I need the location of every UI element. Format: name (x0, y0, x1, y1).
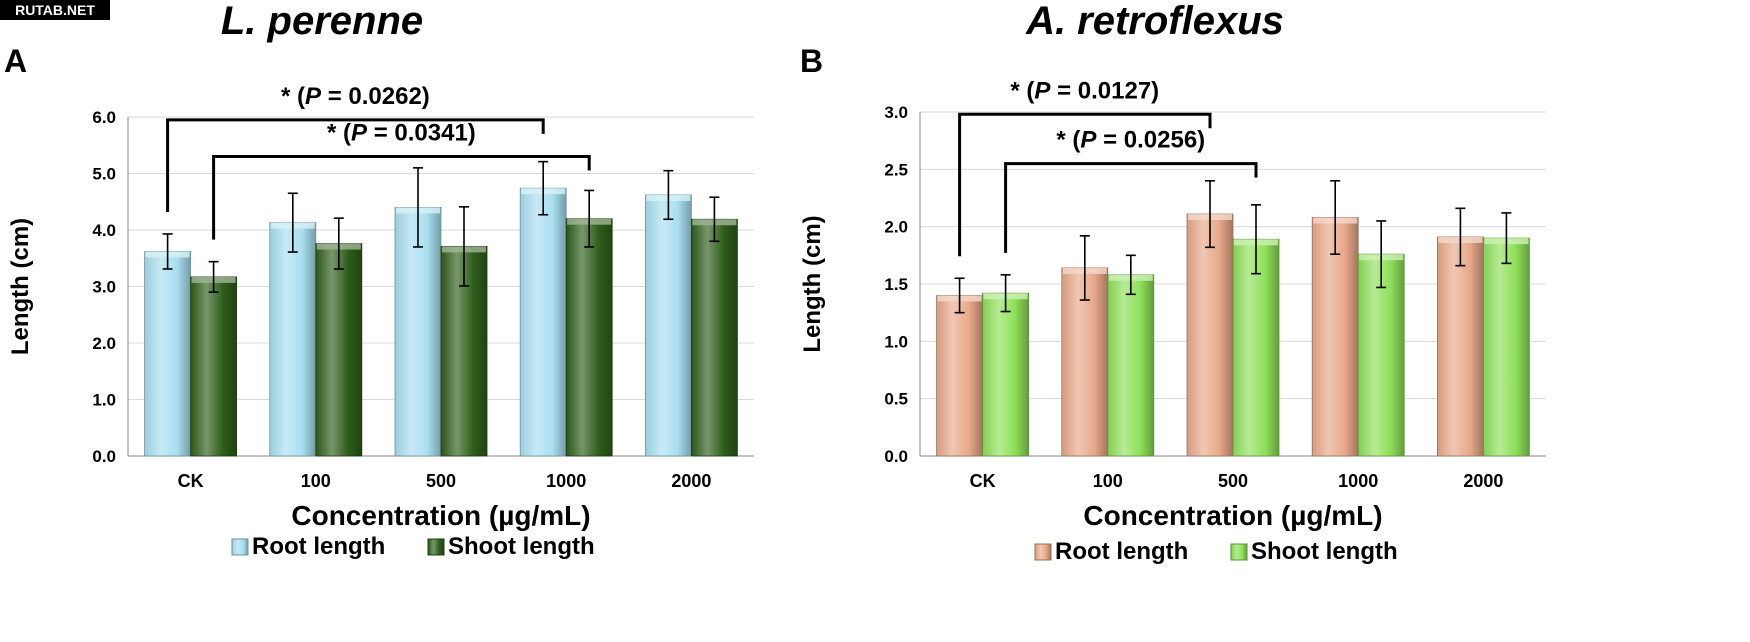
y-tick-label: 1.0 (92, 391, 116, 410)
y-tick-label: 2.5 (884, 160, 908, 179)
y-tick-label: 2.0 (884, 218, 908, 237)
bar-shoot-100 (1107, 274, 1155, 457)
bar-root-2000 (645, 194, 692, 457)
y-tick-label: 2.0 (92, 334, 116, 353)
bar-shoot-2000 (1483, 237, 1530, 457)
bar-shoot-2000 (691, 218, 738, 457)
legend: Root length Shoot length (231, 533, 595, 560)
x-tick-label: CK (178, 471, 204, 491)
x-tick-label: 1000 (1338, 471, 1378, 491)
bar-shoot-1000 (565, 218, 613, 457)
y-tick-label: 3.0 (884, 103, 908, 122)
y-tick-label: 1.0 (884, 332, 908, 351)
legend-swatch-root (1034, 543, 1052, 561)
chart-panel-a: L. perenne A 0.0 1.0 2.0 3.0 4.0 5.0 6.0 CK 100 500… (4, 0, 754, 560)
x-tick-label: 1000 (546, 471, 586, 491)
chart-title: L. perenne (221, 0, 423, 43)
bar-shoot-ck (982, 292, 1029, 457)
y-tick-label: 0.0 (884, 447, 908, 466)
x-tick-label: CK (970, 471, 996, 491)
legend-label-root: Root length (1055, 538, 1188, 565)
significance-bracket (166, 118, 545, 212)
x-tick-label: 100 (1093, 471, 1123, 491)
chart-panel-b: A. retroflexus B 0.0 0.5 1.0 1.5 2.0 2.5 3.0 CK 10… (799, 0, 1546, 565)
significance-bracket (1004, 162, 1258, 253)
legend: Root length Shoot length (1034, 538, 1398, 565)
significance-bracket (958, 112, 1212, 257)
x-tick-label: 500 (426, 471, 456, 491)
bar-root-2000 (1437, 236, 1484, 457)
bar-shoot-ck (190, 276, 238, 457)
y-tick-label: 6.0 (92, 108, 116, 127)
significance-label: * (P = 0.0262) (281, 83, 430, 110)
panel-label: A (4, 43, 27, 79)
significance-label: * (P = 0.0341) (327, 120, 476, 147)
legend-swatch-root (231, 538, 249, 556)
y-tick-label: 0.5 (884, 390, 908, 409)
legend-swatch-shoot (427, 538, 445, 556)
legend-label-shoot: Shoot length (1251, 538, 1398, 565)
x-tick-label: 2000 (1463, 471, 1503, 491)
legend-label-root: Root length (252, 533, 385, 560)
bar-root-ck (144, 251, 192, 457)
bar-shoot-100 (315, 243, 363, 457)
y-axis-title: Length (cm) (7, 218, 34, 355)
x-tick-label: 100 (301, 471, 331, 491)
y-tick-label: 4.0 (92, 221, 116, 240)
bar-root-1000 (519, 187, 567, 457)
bar-root-100 (269, 222, 317, 457)
y-axis-title: Length (cm) (799, 215, 826, 352)
legend-label-shoot: Shoot length (448, 533, 595, 560)
bar-root-500 (1186, 213, 1234, 457)
x-tick-label: 2000 (671, 471, 711, 491)
x-axis-title: Concentration (µg/mL) (1083, 500, 1382, 531)
x-axis-title: Concentration (µg/mL) (291, 500, 590, 531)
y-tick-label: 1.5 (884, 275, 908, 294)
watermark: RUTAB.NET (0, 0, 110, 20)
y-tick-label: 5.0 (92, 165, 116, 184)
y-tick-label: 3.0 (92, 278, 116, 297)
significance-label: * (P = 0.0127) (1010, 77, 1159, 104)
chart-title: A. retroflexus (1025, 0, 1284, 43)
significance-bracket (212, 155, 591, 240)
x-tick-label: 500 (1218, 471, 1248, 491)
significance-label: * (P = 0.0256) (1056, 127, 1205, 154)
legend-swatch-shoot (1230, 543, 1248, 561)
y-tick-label: 0.0 (92, 447, 116, 466)
bar-shoot-500 (1232, 238, 1280, 457)
bar-root-ck (936, 295, 983, 457)
panel-label: B (800, 43, 823, 79)
